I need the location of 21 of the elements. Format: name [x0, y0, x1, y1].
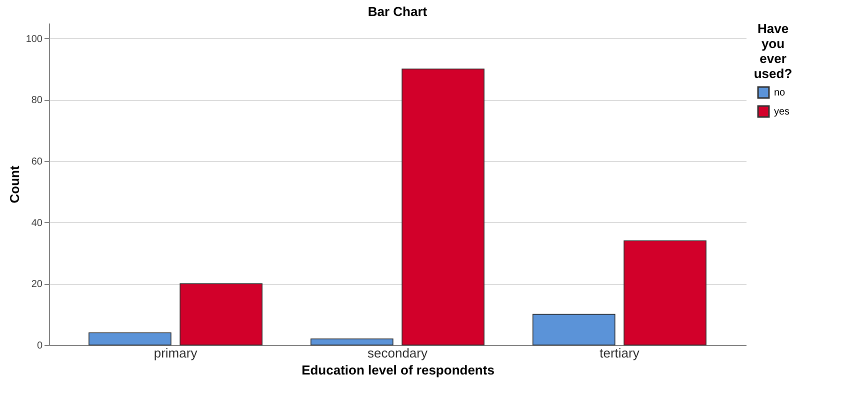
- x-tick-label: primary: [154, 346, 198, 360]
- y-tick-label: 20: [31, 279, 43, 290]
- bar: [310, 338, 394, 346]
- x-tick-label: secondary: [368, 346, 428, 360]
- x-axis-title: Education level of respondents: [302, 362, 494, 378]
- legend-title: Have you ever used?: [754, 21, 792, 81]
- bar: [180, 283, 262, 346]
- bar: [532, 314, 616, 346]
- chart-title: Bar Chart: [368, 4, 428, 19]
- legend-label: no: [774, 88, 786, 98]
- y-tick-label: 100: [26, 34, 43, 45]
- legend-label: yes: [774, 106, 790, 118]
- bar: [624, 240, 706, 346]
- y-tick-label: 0: [36, 340, 43, 352]
- y-axis-title: Count: [6, 165, 22, 204]
- y-tick-label: 80: [31, 95, 43, 106]
- y-tick-label: 40: [31, 218, 43, 229]
- bar: [402, 68, 484, 346]
- x-tick-label: tertiary: [600, 346, 640, 360]
- y-tick-label: 60: [31, 156, 43, 168]
- bar: [88, 332, 172, 346]
